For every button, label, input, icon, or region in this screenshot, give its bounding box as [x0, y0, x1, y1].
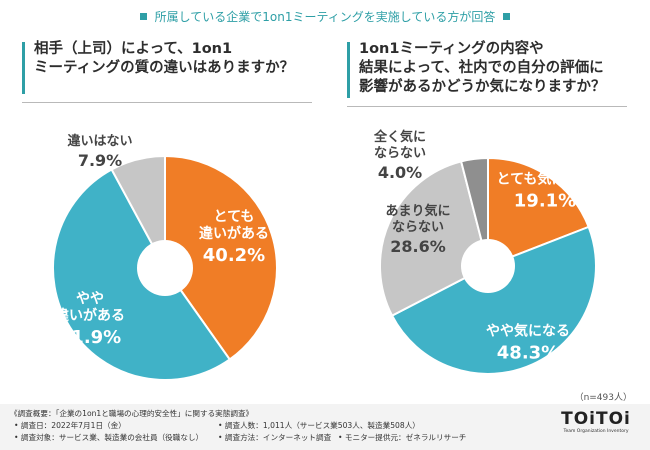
chart-1-slice-value: 51.9%	[59, 327, 121, 348]
question-1: 相手（上司）によって、1on1 ミーティングの質の違いはありますか？	[34, 40, 294, 78]
chart-2-slice-label: あまり気に	[385, 203, 450, 219]
question-2-divider	[347, 106, 627, 107]
chart-1-slice-label: 違いがある	[55, 307, 125, 324]
chart-1-slice-value: 40.2%	[203, 245, 265, 266]
chart-2-slice-value: 48.3%	[497, 343, 559, 364]
header-title: 所属している企業で1on1ミーティングを実施している方が回答	[154, 10, 496, 24]
header-square-icon	[503, 13, 511, 20]
question-1-line: ミーティングの質の違いはありますか？	[34, 60, 295, 76]
survey-method: • 調査方法：インターネット調査	[218, 433, 332, 442]
survey-date: • 調査日：2022年7月1日（金）	[14, 421, 126, 430]
chart-2-slice	[487, 156, 590, 268]
logo-wordmark: TOiTOi	[561, 409, 631, 429]
chart-2-slice-label: やや気になる	[486, 323, 570, 340]
chart-2-slice-label: ならない	[374, 146, 426, 161]
donut-charts: とても違いがある40.2%やや違いがある51.9%違いはない7.9%とても気にな…	[52, 129, 597, 382]
sample-size-note: （n=493人）	[574, 393, 632, 403]
survey-title: 《調査概要：「企業の1on1と職場の心理的安全性」に関する実態調査》	[10, 409, 254, 418]
chart-2-slice	[459, 156, 489, 267]
question-2-line: 結果によって、社内での自分の評価に	[359, 60, 604, 76]
survey-footer: 《調査概要：「企業の1on1と職場の心理的安全性」に関する実態調査》 • 調査日…	[0, 404, 650, 450]
chart-1-slice	[110, 154, 166, 269]
chart-2-hole	[461, 239, 515, 293]
chart-1-hole	[137, 240, 193, 296]
question-1-divider	[22, 102, 312, 103]
survey-target: • 調査対象：サービス業、製造業の会社員（役職なし）	[14, 433, 204, 442]
chart-2-slice-value: 19.1%	[514, 191, 576, 212]
chart-1-slice-label: 違いはない	[67, 133, 132, 149]
chart-2-slice-label: 全く気に	[373, 129, 426, 145]
chart-2-slice-label: ならない	[392, 220, 444, 235]
chart-2-slice-value: 4.0%	[378, 163, 422, 182]
chart-1-slice-value: 7.9%	[78, 151, 122, 170]
question-2-line: 影響があるかどうか気になりますか？	[359, 79, 606, 95]
chart-2-slice-value: 28.6%	[390, 237, 446, 256]
chart-2-slice	[390, 225, 597, 375]
question-accent-bar	[347, 42, 350, 98]
chart-1-slice-label: 違いがある	[199, 225, 269, 242]
chart-1-slice-label: とても	[214, 209, 255, 225]
chart-1-slice	[164, 154, 278, 361]
header: 所属している企業で1on1ミーティングを実施している方が回答	[0, 8, 650, 25]
question-2-line: 1on1ミーティングの内容や	[359, 41, 544, 57]
chart-2-slice	[379, 160, 490, 317]
survey-provider: • モニター提供元：ゼネラルリサーチ	[338, 433, 467, 442]
question-2: 1on1ミーティングの内容や 結果によって、社内での自分の評価に 影響があるかど…	[359, 40, 606, 97]
toitoi-logo: TOiTOi Team Organization Inventory	[560, 409, 632, 434]
question-1-line: 相手（上司）によって、1on1	[34, 41, 233, 57]
survey-count: • 調査人数：1,011人（サービス業503人、製造業508人）	[218, 421, 420, 430]
logo-tagline: Team Organization Inventory	[563, 429, 629, 434]
chart-1-slice-label: やや	[76, 291, 104, 307]
question-accent-bar	[22, 42, 25, 94]
header-square-icon	[139, 13, 147, 20]
chart-2-slice-label: とても気になる	[497, 171, 594, 188]
